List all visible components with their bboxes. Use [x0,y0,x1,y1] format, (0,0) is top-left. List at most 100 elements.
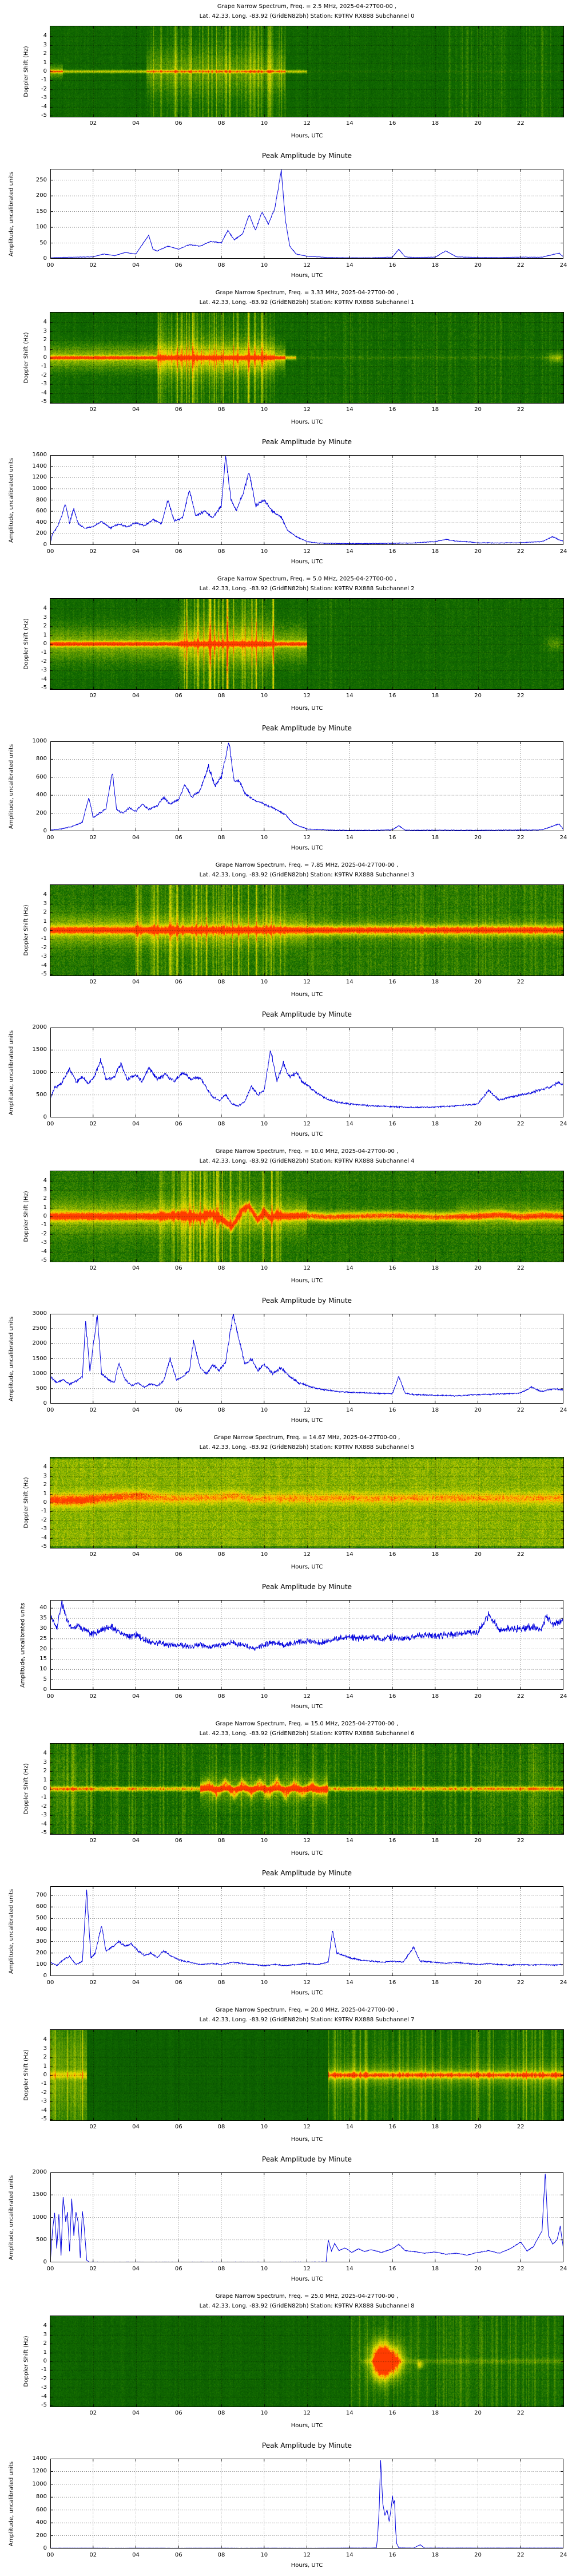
tick-label: -2 [41,1803,47,1809]
tick-label: 22 [517,693,525,699]
tick-label: 20 [474,2124,482,2130]
tick-label: 600 [35,508,47,515]
tick-label: 4 [43,891,47,898]
tick-label: 04 [132,2410,140,2416]
tick-label: -2 [41,85,47,92]
tick-label: 22 [517,2266,525,2272]
spectrogram-title-line2: Lat. 42.33, Long. -83.92 (GridEN82bh) St… [199,2303,415,2309]
tick-label: 18 [431,693,439,699]
tick-label: 04 [132,548,140,555]
tick-label: 600 [35,2506,47,2513]
amplitude-y-axis-label: Amplitude, uncalibrated units [8,1888,15,1974]
spectrogram-x-axis-label: Hours, UTC [291,1564,323,1570]
tick-label: 0 [43,2358,47,2364]
tick-label: -1 [41,1222,47,1228]
tick-label: 16 [388,2266,396,2272]
tick-label: 22 [517,262,525,268]
spectrogram-title-line2: Lat. 42.33, Long. -83.92 (GridEN82bh) St… [199,1730,415,1737]
spectrogram-plot [50,2029,564,2121]
tick-label: 14 [345,1980,353,1986]
tick-label: 20 [474,2410,482,2416]
tick-label: 10 [260,1838,268,1844]
tick-label: 4 [43,2036,47,2043]
tick-label: 0 [43,927,47,933]
tick-label: 500 [35,2236,47,2243]
tick-label: -1 [41,363,47,370]
tick-label: 08 [217,120,225,127]
tick-label: 08 [217,2124,225,2130]
tick-label: 10 [260,548,268,555]
tick-label: 06 [174,1407,182,1413]
tick-label: 12 [303,2266,311,2272]
tick-label: -1 [41,2366,47,2373]
tick-label: 3 [43,900,47,907]
amplitude-y-axis-label: Amplitude, uncalibrated units [8,744,15,829]
tick-label: 08 [217,1838,225,1844]
amplitude-chart-title: Peak Amplitude by Minute [261,152,352,160]
tick-label: 0 [43,255,47,262]
tick-label: 22 [517,835,525,841]
tick-label: 22 [517,1980,525,1986]
spectrogram-plot [50,1457,564,1548]
tick-label: 20 [474,262,482,268]
tick-label: -5 [41,398,47,405]
tick-label: 0 [43,641,47,647]
tick-label: 10 [260,835,268,841]
tick-label: 18 [431,2124,439,2130]
tick-label: 06 [174,262,182,268]
tick-label: 00 [46,2552,54,2558]
tick-label: -3 [41,953,47,960]
tick-label: 06 [174,693,182,699]
tick-label: 1 [43,59,47,66]
tick-label: 20 [474,2552,482,2558]
tick-label: 0 [43,542,47,548]
tick-label: 12 [303,406,311,413]
spectrogram-plot [50,1743,564,1835]
tick-label: 00 [46,1407,54,1413]
tick-label: 10 [260,406,268,413]
tick-label: 12 [303,2410,311,2416]
spectrogram-title-line2: Lat. 42.33, Long. -83.92 (GridEN82bh) St… [199,1444,415,1451]
tick-label: -4 [41,2107,47,2113]
spectrogram-x-axis-label: Hours, UTC [291,419,323,425]
tick-label: 08 [217,406,225,413]
tick-label: 14 [345,2124,353,2130]
tick-label: 12 [303,2552,311,2558]
tick-label: 06 [174,1121,182,1127]
tick-label: 22 [517,979,525,985]
spectrogram-title-line2: Lat. 42.33, Long. -83.92 (GridEN82bh) St… [199,299,415,306]
amplitude-plot [50,1886,563,1976]
tick-label: 2 [43,909,47,916]
tick-label: 15 [39,1656,47,1662]
tick-label: 02 [89,2552,97,2558]
tick-label: 20 [474,1265,482,1271]
spectrogram-title-line1: Grape Narrow Spectrum, Freq. = 25.0 MHz,… [215,2293,399,2300]
spectrogram-title-line1: Grape Narrow Spectrum, Freq. = 3.33 MHz,… [215,290,399,296]
tick-label: 18 [431,1551,439,1558]
tick-label: 12 [303,120,311,127]
tick-label: 22 [517,1838,525,1844]
tick-label: 2 [43,2340,47,2347]
tick-label: 08 [217,262,225,268]
tick-label: 12 [303,1265,311,1271]
tick-label: -3 [41,1239,47,1246]
tick-label: 4 [43,319,47,326]
tick-label: 04 [132,406,140,413]
tick-label: 14 [345,1551,353,1558]
tick-label: 16 [388,262,396,268]
tick-label: 1 [43,2063,47,2069]
tick-label: 3 [43,41,47,48]
amplitude-plot [50,169,563,259]
tick-label: 04 [132,1693,140,1700]
amplitude-y-axis-label: Amplitude, uncalibrated units [8,171,15,256]
tick-label: 20 [474,835,482,841]
tick-label: 500 [35,1915,47,1922]
tick-label: 00 [46,548,54,555]
amplitude-chart-title: Peak Amplitude by Minute [261,1010,352,1018]
tick-label: 35 [39,1615,47,1622]
tick-label: 22 [517,2552,525,2558]
tick-label: 18 [431,835,439,841]
tick-label: 06 [174,120,182,127]
tick-label: 16 [388,1121,396,1127]
tick-label: 10 [260,1551,268,1558]
